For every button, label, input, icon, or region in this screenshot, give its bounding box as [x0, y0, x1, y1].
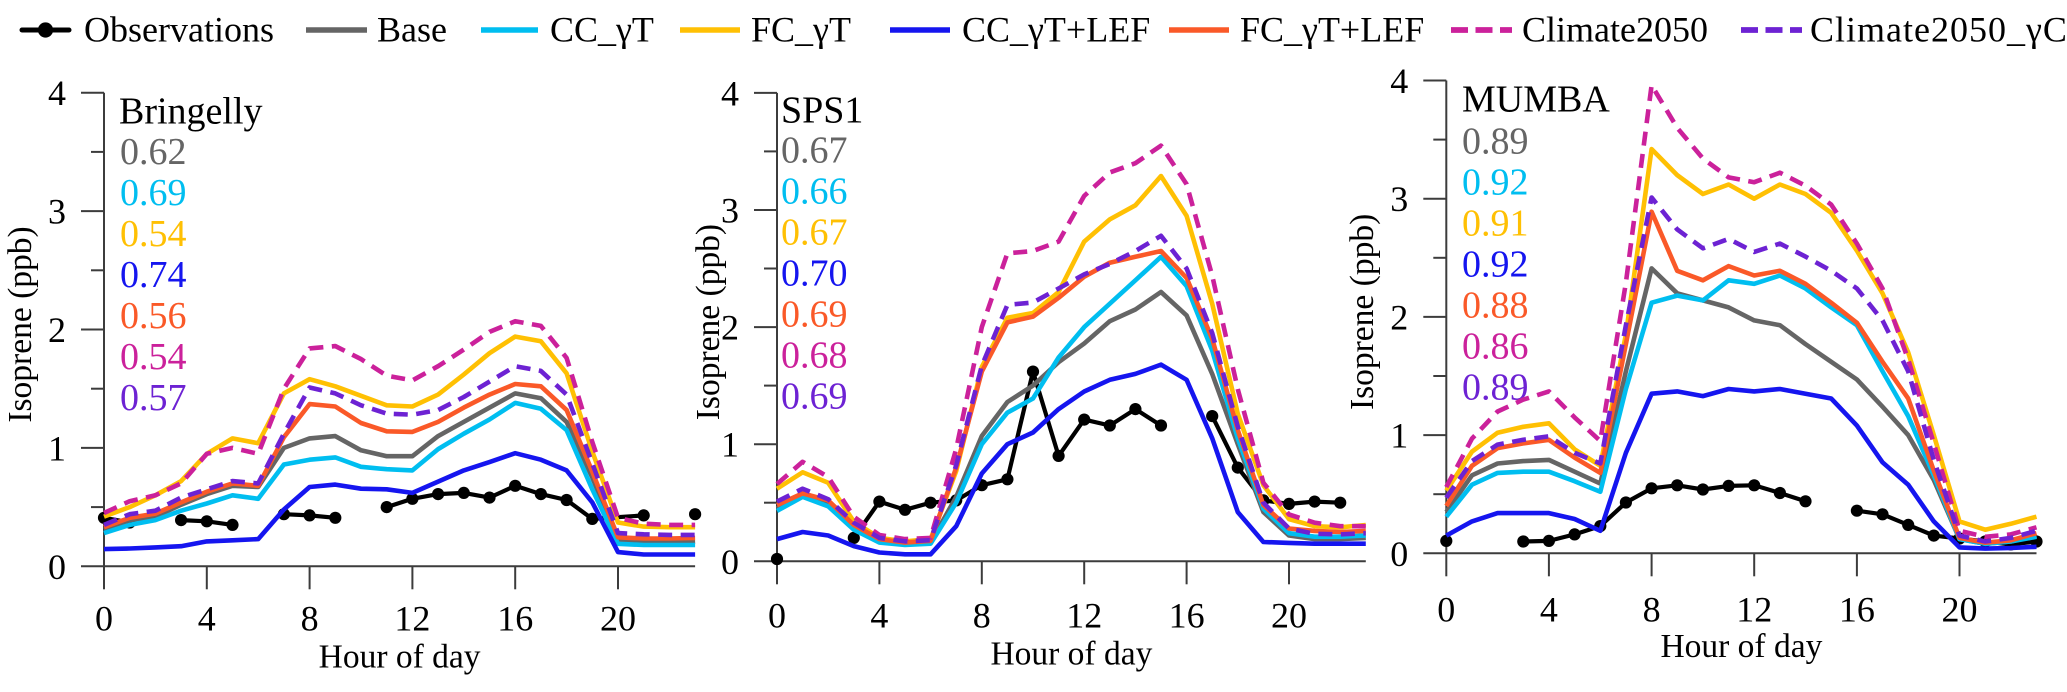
- svg-text:3: 3: [1390, 179, 1408, 219]
- svg-text:0.67: 0.67: [781, 212, 848, 254]
- svg-text:Isoprene (ppb): Isoprene (ppb): [2, 226, 39, 422]
- svg-text:0: 0: [721, 542, 739, 582]
- svg-text:Climate2050_γC: Climate2050_γC: [1810, 10, 2067, 50]
- svg-text:12: 12: [394, 599, 430, 639]
- svg-text:MUMBA: MUMBA: [1462, 79, 1610, 121]
- svg-text:4: 4: [1540, 589, 1558, 629]
- svg-text:16: 16: [497, 599, 533, 639]
- svg-text:2: 2: [721, 308, 739, 348]
- svg-text:0.67: 0.67: [781, 130, 848, 172]
- svg-text:Hour of day: Hour of day: [990, 636, 1152, 673]
- svg-text:Hour of day: Hour of day: [319, 639, 481, 676]
- svg-text:Observations: Observations: [84, 10, 274, 50]
- svg-text:Bringelly: Bringelly: [119, 91, 263, 133]
- svg-text:8: 8: [973, 596, 991, 636]
- svg-text:4: 4: [1390, 61, 1408, 101]
- svg-text:0.66: 0.66: [781, 171, 848, 213]
- svg-text:0.92: 0.92: [1462, 244, 1529, 286]
- svg-text:16: 16: [1839, 589, 1875, 629]
- svg-text:SPS1: SPS1: [781, 90, 863, 132]
- svg-text:20: 20: [600, 599, 636, 639]
- svg-text:8: 8: [301, 599, 319, 639]
- svg-text:0: 0: [1437, 589, 1455, 629]
- svg-text:0.88: 0.88: [1462, 285, 1529, 327]
- svg-text:20: 20: [1942, 589, 1978, 629]
- svg-text:CC_γT+LEF: CC_γT+LEF: [962, 10, 1150, 50]
- svg-text:16: 16: [1169, 596, 1205, 636]
- svg-text:4: 4: [721, 73, 739, 113]
- svg-text:Base: Base: [377, 10, 447, 50]
- svg-text:1: 1: [48, 428, 66, 468]
- svg-text:2: 2: [48, 310, 66, 350]
- svg-text:0.62: 0.62: [120, 131, 187, 173]
- svg-text:0.74: 0.74: [120, 254, 187, 296]
- svg-text:0.69: 0.69: [120, 172, 187, 214]
- svg-text:4: 4: [198, 599, 216, 639]
- svg-text:0.57: 0.57: [120, 377, 187, 419]
- svg-text:0: 0: [95, 599, 113, 639]
- svg-text:Isoprene (ppb): Isoprene (ppb): [1344, 214, 1381, 410]
- svg-text:FC_γT+LEF: FC_γT+LEF: [1240, 10, 1424, 50]
- svg-text:Isoprene (ppb): Isoprene (ppb): [690, 224, 727, 420]
- svg-text:12: 12: [1736, 589, 1772, 629]
- svg-text:0: 0: [1390, 534, 1408, 574]
- svg-text:1: 1: [1390, 416, 1408, 456]
- svg-text:CC_γT: CC_γT: [550, 10, 654, 50]
- svg-text:3: 3: [721, 191, 739, 231]
- svg-text:20: 20: [1271, 596, 1307, 636]
- svg-text:4: 4: [48, 73, 66, 113]
- svg-text:FC_γT: FC_γT: [751, 10, 851, 50]
- svg-text:0.69: 0.69: [781, 376, 848, 418]
- svg-text:0.68: 0.68: [781, 335, 848, 377]
- svg-text:0: 0: [48, 547, 66, 587]
- svg-text:0.56: 0.56: [120, 295, 187, 337]
- svg-text:0.89: 0.89: [1462, 121, 1529, 163]
- svg-text:Climate2050: Climate2050: [1522, 10, 1708, 50]
- svg-text:0.69: 0.69: [781, 294, 848, 336]
- svg-text:0.70: 0.70: [781, 253, 848, 295]
- svg-text:0: 0: [768, 596, 786, 636]
- svg-text:0.86: 0.86: [1462, 326, 1529, 368]
- svg-text:4: 4: [870, 596, 888, 636]
- svg-text:2: 2: [1390, 297, 1408, 337]
- svg-text:12: 12: [1066, 596, 1102, 636]
- svg-text:1: 1: [721, 425, 739, 465]
- svg-text:3: 3: [48, 192, 66, 232]
- svg-text:Hour of day: Hour of day: [1660, 628, 1822, 665]
- svg-text:0.92: 0.92: [1462, 162, 1529, 204]
- svg-text:0.54: 0.54: [120, 336, 187, 378]
- svg-text:0.54: 0.54: [120, 213, 187, 255]
- svg-text:0.91: 0.91: [1462, 203, 1529, 245]
- svg-text:8: 8: [1643, 589, 1661, 629]
